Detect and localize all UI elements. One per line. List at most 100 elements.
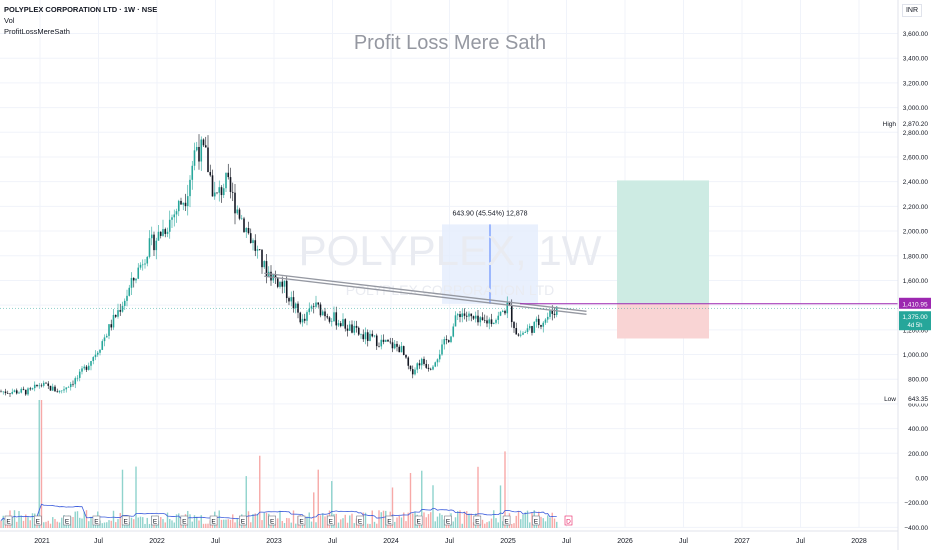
earnings-marker <box>473 515 482 526</box>
candle-body <box>290 297 293 302</box>
line-price-value: 1,410.95 <box>902 301 928 308</box>
earnings-label: E <box>182 519 187 526</box>
high-bg <box>900 118 930 129</box>
candle-body <box>211 175 214 197</box>
candle-body <box>90 361 92 366</box>
candle-body <box>249 233 252 244</box>
candle-body <box>393 343 396 349</box>
volume-bar <box>391 487 394 528</box>
volume-bar <box>101 523 103 528</box>
currency-button[interactable]: INR <box>901 4 922 17</box>
candle-body <box>74 378 77 385</box>
volume-legend[interactable]: Vol <box>4 16 15 25</box>
candle-body <box>114 314 117 317</box>
volume-bar <box>2 515 4 528</box>
time-tick-label: 2026 <box>617 538 633 545</box>
candle-body <box>63 389 65 391</box>
volume-bar <box>376 523 378 528</box>
price-tick-label: 1,200.00 <box>903 327 929 334</box>
candle-body <box>515 328 518 335</box>
candle-body <box>121 305 124 312</box>
volume-bar <box>247 511 250 528</box>
volume-bar <box>459 510 461 528</box>
candle-body <box>490 319 493 325</box>
candle-body <box>186 196 189 207</box>
candle-body <box>229 177 232 192</box>
earnings-label: E <box>241 519 246 526</box>
earnings-marker <box>63 515 71 526</box>
volume-bar <box>196 516 198 528</box>
volume-bar <box>434 521 436 528</box>
candle-body <box>207 147 209 173</box>
volume-bar <box>382 510 385 528</box>
volume-bar <box>441 514 443 528</box>
candle-body <box>144 263 146 265</box>
candle-body <box>60 390 63 392</box>
volume-bar <box>252 514 254 528</box>
volume-bar <box>236 518 238 528</box>
candle-body <box>112 314 115 328</box>
candle-body <box>492 322 495 325</box>
indicator-watermark-title: Profit Loss Mere Sath <box>353 32 547 54</box>
volume-bar <box>542 518 544 528</box>
volume-bar <box>553 518 556 528</box>
candle-body <box>306 312 308 321</box>
candle-body <box>78 371 81 378</box>
candle-body <box>387 339 389 342</box>
earnings-marker <box>239 515 247 526</box>
symbol-title[interactable]: POLYPLEX CORPORATION LTD · 1W · NSE <box>4 5 158 14</box>
time-tick-label: 2027 <box>734 538 750 545</box>
symbol-watermark: POLYPLEX, 1W <box>299 227 602 274</box>
volume-bar <box>18 511 20 528</box>
candle-body <box>222 188 225 196</box>
price-tick-label: 3,000.00 <box>903 105 929 112</box>
grid <box>0 0 898 528</box>
candle-body <box>416 363 419 370</box>
price-axis-bg <box>898 0 932 550</box>
candle-body <box>477 315 479 323</box>
volume-bar <box>189 514 191 528</box>
volume-bar <box>448 523 450 528</box>
candle-body <box>513 322 515 329</box>
candle-body <box>265 261 268 277</box>
earnings-label: E <box>36 519 41 526</box>
price-tick-label: 2,200.00 <box>903 204 929 211</box>
volume-bar <box>173 522 175 528</box>
volume-bar <box>166 512 169 528</box>
candle-body <box>6 393 9 394</box>
candle-body <box>33 384 36 389</box>
candle-body <box>130 277 133 288</box>
candle-body <box>123 300 126 306</box>
volume-bar <box>20 515 22 528</box>
candle-body <box>380 339 383 347</box>
volume-bar <box>79 517 81 528</box>
volume-bar <box>315 522 317 528</box>
volume-bar <box>481 519 484 528</box>
volume-bar <box>535 523 538 528</box>
candle-body <box>22 388 25 390</box>
volume-bar <box>22 520 25 528</box>
volume-bar <box>522 514 524 528</box>
candle-body <box>427 367 430 369</box>
volume-bar <box>324 516 326 528</box>
volume-bar <box>229 519 232 528</box>
candle-body <box>13 390 16 392</box>
volume-bar <box>400 517 403 528</box>
volume-bar <box>495 518 497 528</box>
earnings-label: E <box>446 519 451 526</box>
time-tick-label: Jul <box>562 538 571 545</box>
volume-bar <box>520 519 522 528</box>
candle-body <box>141 264 144 266</box>
volume-bar <box>265 512 268 528</box>
volume-bar <box>430 512 432 528</box>
volume-bar <box>524 512 526 528</box>
volume-bar <box>47 520 49 528</box>
candle-body <box>348 324 351 331</box>
candle-body <box>472 316 475 319</box>
candle-body <box>445 339 448 341</box>
candle-body <box>357 327 360 335</box>
volume-bar <box>319 515 322 528</box>
indicator-legend[interactable]: ProfitLossMereSath <box>4 27 70 36</box>
candle-body <box>438 354 441 360</box>
